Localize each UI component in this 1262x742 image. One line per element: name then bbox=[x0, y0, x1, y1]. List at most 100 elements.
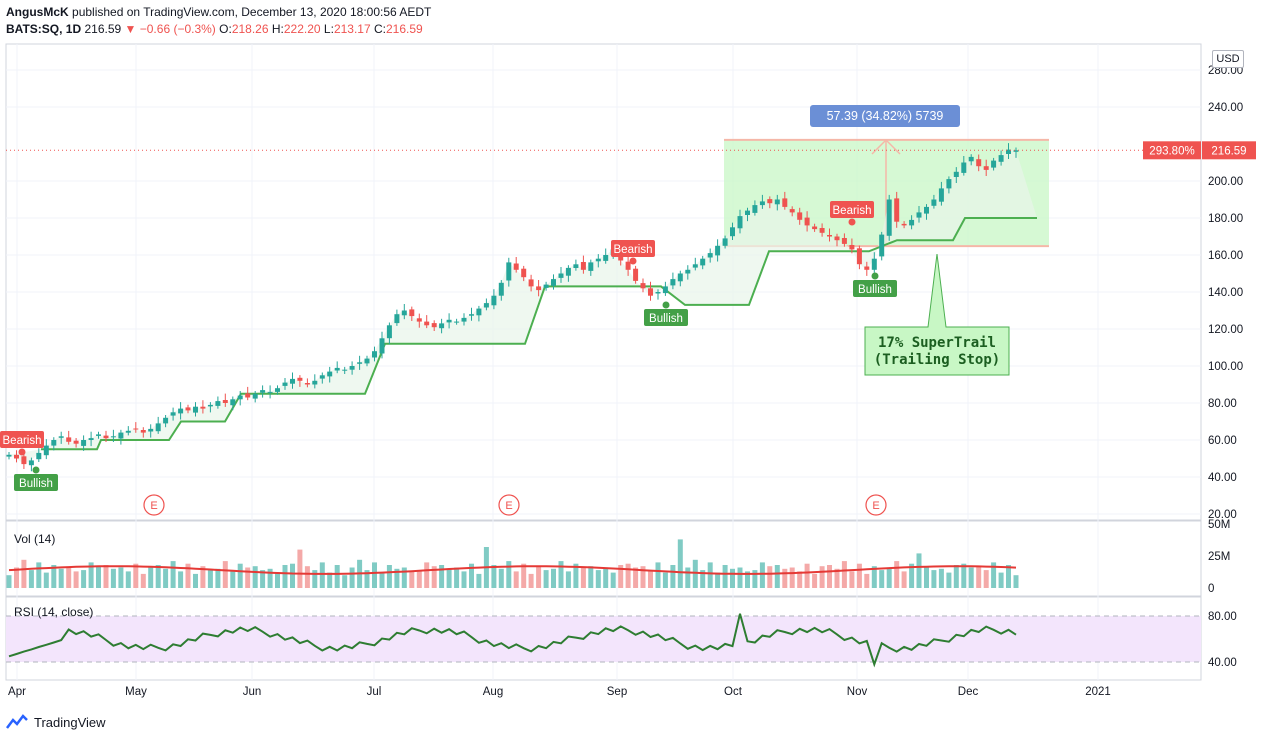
volume-bar bbox=[521, 563, 527, 588]
volume-bar bbox=[334, 565, 340, 588]
price-tick-label: 160.00 bbox=[1208, 250, 1243, 262]
price-badge bbox=[1202, 141, 1256, 160]
candle-body bbox=[856, 248, 862, 265]
volume-bar bbox=[849, 571, 855, 588]
volume-bar bbox=[185, 563, 191, 588]
time-tick-label: 2021 bbox=[1085, 686, 1111, 698]
volume-bar bbox=[252, 566, 258, 588]
volume-bar bbox=[260, 570, 266, 588]
volume-bar bbox=[625, 563, 631, 588]
candle-body bbox=[513, 263, 519, 270]
candle-body bbox=[454, 321, 460, 323]
signal-dot bbox=[848, 218, 856, 226]
volume-bar bbox=[685, 567, 691, 588]
candle-body bbox=[595, 258, 601, 262]
volume-bar bbox=[797, 571, 803, 588]
bullish-signal-tag bbox=[853, 280, 897, 297]
volume-bar bbox=[804, 563, 810, 588]
candle-body bbox=[588, 262, 594, 271]
candle-body bbox=[730, 227, 735, 237]
volume-bar bbox=[394, 568, 400, 588]
volume-bar bbox=[245, 567, 251, 588]
bearish-signal-tag bbox=[611, 240, 655, 257]
volume-bar bbox=[700, 570, 706, 588]
candle-body bbox=[871, 258, 877, 270]
candle-body bbox=[789, 209, 795, 213]
volume-bar bbox=[118, 567, 124, 588]
volume-bar bbox=[81, 570, 87, 588]
time-tick-label: Jul bbox=[367, 686, 382, 698]
candle-body bbox=[237, 395, 243, 400]
price-change: −0.66 (−0.3%) bbox=[139, 22, 216, 36]
last-price: 216.59 bbox=[84, 22, 122, 36]
volume-bar bbox=[51, 565, 57, 588]
volume-bar bbox=[871, 566, 877, 588]
candle-body bbox=[51, 440, 57, 446]
candle-body bbox=[21, 456, 27, 465]
volume-bar bbox=[215, 568, 221, 588]
annotation-callout bbox=[864, 253, 1010, 376]
volume-bar bbox=[207, 570, 213, 588]
open-label: O: bbox=[219, 22, 232, 36]
volume-bar bbox=[618, 565, 624, 588]
volume-bar bbox=[759, 562, 765, 588]
candle-body bbox=[998, 155, 1004, 162]
rsi-layer: RSI (14, close) bbox=[6, 605, 1201, 668]
volume-ma-line bbox=[8, 565, 1017, 575]
rsi-tick-label: 40.00 bbox=[1208, 657, 1237, 669]
candle-body bbox=[759, 201, 765, 206]
candle-body bbox=[125, 430, 131, 433]
publish-info: AngusMcK published on TradingView.com, D… bbox=[6, 5, 431, 19]
volume-bar bbox=[290, 563, 295, 588]
candle-body bbox=[178, 408, 184, 414]
earnings-label: E bbox=[505, 500, 512, 512]
volume-bar bbox=[715, 572, 721, 588]
rsi-band bbox=[6, 616, 1201, 662]
candle-body bbox=[551, 279, 556, 286]
candle-body bbox=[834, 236, 840, 241]
earnings-label: E bbox=[872, 500, 879, 512]
price-tick-label: 120.00 bbox=[1208, 324, 1243, 336]
volume-bar bbox=[304, 566, 310, 588]
close-value: 216.59 bbox=[385, 22, 423, 36]
volume-bar bbox=[998, 572, 1004, 588]
candle-body bbox=[894, 198, 900, 222]
candle-body bbox=[200, 406, 206, 409]
percent-badge-label: 293.80% bbox=[1149, 145, 1194, 157]
currency-button[interactable]: USD bbox=[1212, 50, 1244, 68]
candle-body bbox=[36, 452, 42, 460]
candle-body bbox=[245, 393, 251, 398]
volume-bar bbox=[230, 571, 236, 588]
volume-bar bbox=[327, 572, 333, 588]
ohlc-legend: BATS:SQ, 1D 216.59 ▼ −0.66 (−0.3%) O:218… bbox=[6, 22, 423, 36]
volume-bar bbox=[528, 573, 534, 588]
candle-body bbox=[864, 266, 870, 270]
brand-name[interactable]: TradingView bbox=[34, 714, 106, 730]
candle-body bbox=[483, 303, 489, 308]
volume-bar bbox=[178, 571, 184, 588]
earnings-label: E bbox=[150, 500, 157, 512]
candle-body bbox=[983, 166, 989, 170]
annotation-line2: (Trailing Stop) bbox=[874, 352, 1000, 368]
candle-body bbox=[386, 325, 392, 339]
candle-body bbox=[491, 295, 497, 306]
candle-body bbox=[841, 238, 847, 244]
volume-bar bbox=[1013, 575, 1019, 588]
volume-bar bbox=[953, 565, 959, 588]
volume-bar bbox=[349, 567, 355, 588]
volume-bar bbox=[655, 562, 661, 588]
measure-label: 57.39 (34.82%) 5739 bbox=[827, 109, 944, 123]
axes-layer: 20.00 40.00 60.00 80.00 100.00 120.00 140.00 16… bbox=[8, 65, 1256, 698]
author-name[interactable]: AngusMcK bbox=[6, 5, 69, 19]
volume-bar bbox=[416, 570, 422, 588]
volume-tick-label: 50M bbox=[1208, 519, 1230, 531]
volume-bar bbox=[633, 567, 639, 588]
bearish-signal-label: Bearish bbox=[3, 435, 42, 447]
candle-body bbox=[804, 217, 810, 226]
candle-body bbox=[536, 286, 542, 291]
candle-body bbox=[797, 212, 803, 220]
volume-bar bbox=[424, 562, 430, 588]
volume-bar bbox=[976, 566, 982, 588]
volume-bar bbox=[454, 567, 460, 588]
